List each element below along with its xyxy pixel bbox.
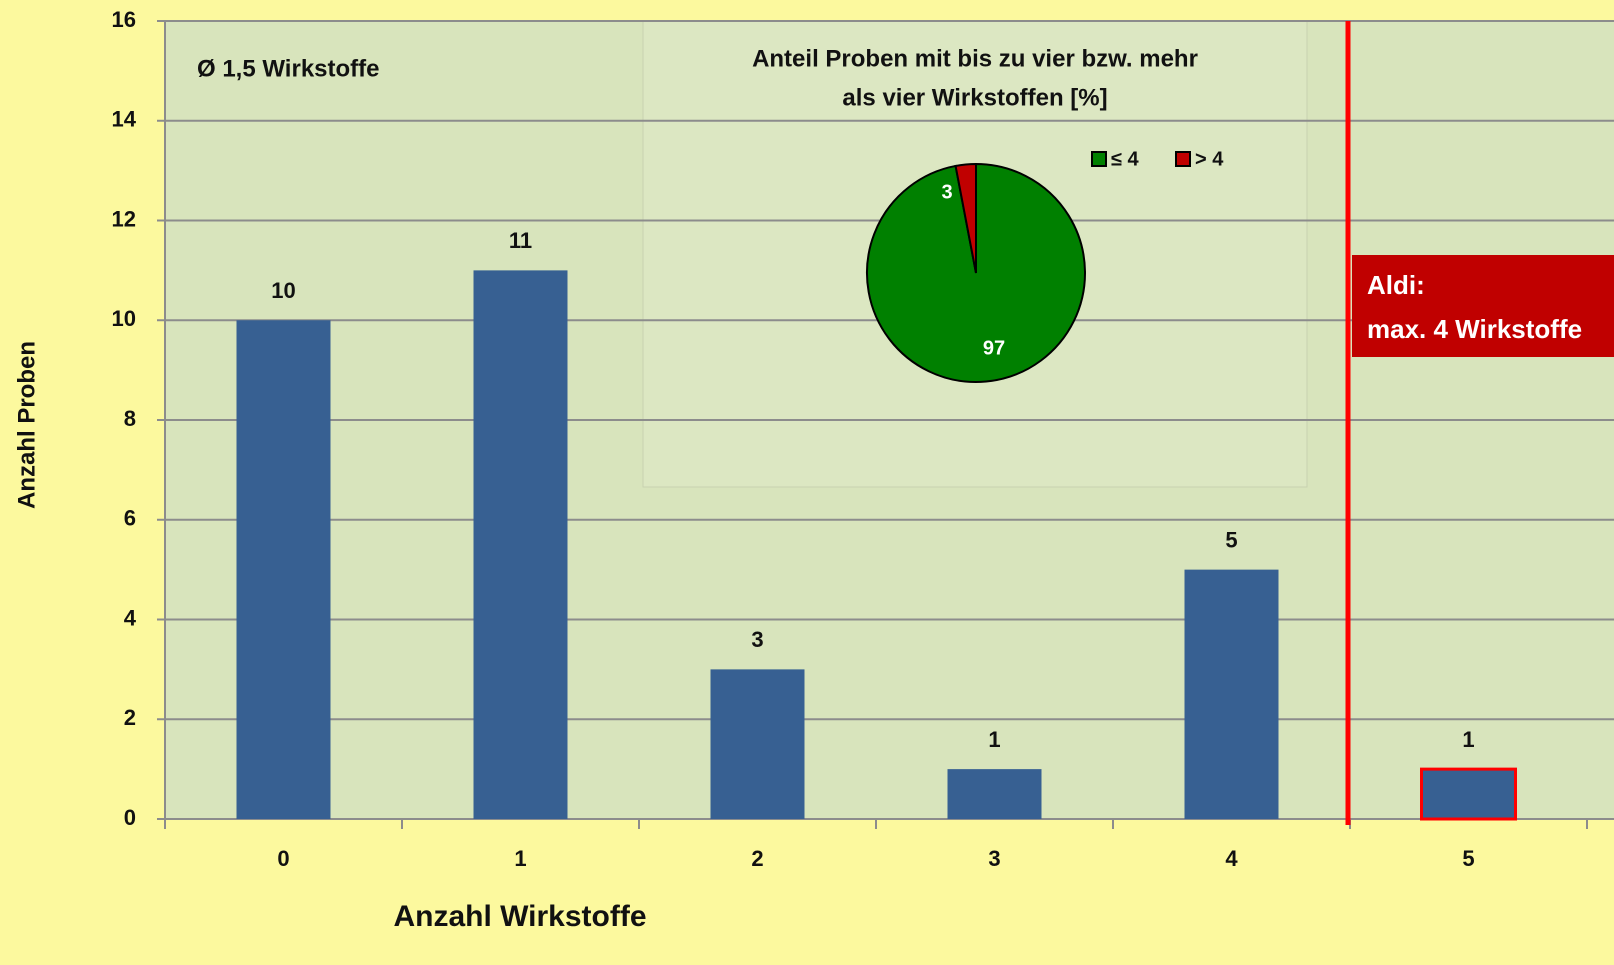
annotation: Ø 1,5 Wirkstoffe (197, 55, 380, 82)
x-tick-label: 2 (751, 846, 763, 871)
x-tick-label: 5 (1462, 846, 1474, 871)
x-tick-label: 1 (514, 846, 526, 871)
data-label: 5 (1225, 527, 1237, 552)
data-label: 1 (988, 727, 1000, 752)
y-tick-label: 14 (112, 107, 137, 132)
bar (473, 270, 568, 819)
data-label: 11 (509, 228, 532, 253)
y-tick-label: 12 (112, 206, 136, 231)
y-tick-label: 2 (124, 705, 136, 730)
annotation: max. 4 Wirkstoffe (1367, 314, 1582, 344)
pie-slice (954, 162, 977, 274)
y-tick-label: 0 (124, 805, 136, 830)
legend-label: ≤ 4 (1111, 148, 1140, 170)
annotation-box (1352, 255, 1614, 357)
legend-swatch (1175, 151, 1191, 167)
pie-title: als vier Wirkstoffen [%] (842, 84, 1107, 111)
data-label: 10 (271, 278, 295, 303)
bar (947, 769, 1042, 819)
y-axis-label: Anzahl Proben (13, 341, 40, 509)
legend-label: > 4 (1195, 148, 1224, 170)
data-label: 97 (983, 337, 1005, 359)
y-tick-label: 4 (124, 605, 137, 630)
x-tick-label: 0 (277, 846, 289, 871)
data-label: 3 (751, 627, 763, 652)
bar (710, 669, 805, 819)
bar (236, 320, 331, 819)
y-tick-label: 8 (124, 406, 136, 431)
y-tick-label: 10 (112, 306, 136, 331)
y-tick-label: 6 (124, 506, 136, 531)
data-label: 1 (1462, 727, 1474, 752)
bar (1184, 569, 1279, 819)
data-label: 3 (941, 181, 952, 203)
legend-swatch (1091, 151, 1107, 167)
annotation: Aldi: (1367, 270, 1425, 300)
x-tick-label: 3 (988, 846, 1000, 871)
x-axis-label: Anzahl Wirkstoffe (393, 900, 646, 933)
y-tick-label: 16 (112, 7, 136, 32)
bar (1420, 767, 1517, 821)
pie-title: Anteil Proben mit bis zu vier bzw. mehr (752, 45, 1198, 72)
x-tick-label: 4 (1225, 846, 1238, 871)
